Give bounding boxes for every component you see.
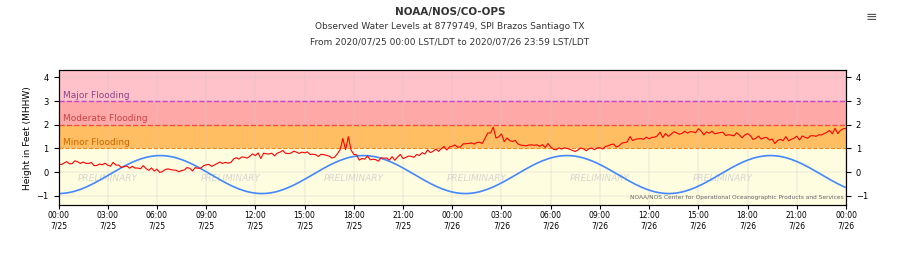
- Text: PRELIMINARY: PRELIMINARY: [447, 174, 507, 183]
- Y-axis label: Height in Feet (MHHW): Height in Feet (MHHW): [23, 86, 32, 190]
- Text: PRELIMINARY: PRELIMINARY: [693, 174, 753, 183]
- Text: Minor Flooding: Minor Flooding: [63, 138, 130, 147]
- Bar: [58, 101, 846, 125]
- Text: From 2020/07/25 00:00 LST/LDT to 2020/07/26 23:59 LST/LDT: From 2020/07/25 00:00 LST/LDT to 2020/07…: [310, 38, 590, 47]
- Text: Observed Water Levels at 8779749, SPI Brazos Santiago TX: Observed Water Levels at 8779749, SPI Br…: [315, 22, 585, 31]
- Text: ≡: ≡: [866, 10, 878, 24]
- Text: PRELIMINARY: PRELIMINARY: [201, 174, 261, 183]
- Text: PRELIMINARY: PRELIMINARY: [77, 174, 138, 183]
- Bar: [58, 125, 846, 148]
- Text: Moderate Flooding: Moderate Flooding: [63, 114, 148, 123]
- Bar: [58, 70, 846, 101]
- Text: PRELIMINARY: PRELIMINARY: [324, 174, 383, 183]
- Text: PRELIMINARY: PRELIMINARY: [570, 174, 630, 183]
- Text: NOAA/NOS Center for Operational Oceanographic Products and Services: NOAA/NOS Center for Operational Oceanogr…: [630, 195, 844, 200]
- Text: NOAA/NOS/CO-OPS: NOAA/NOS/CO-OPS: [395, 6, 505, 16]
- Text: Major Flooding: Major Flooding: [63, 91, 130, 100]
- Bar: [58, 148, 846, 205]
